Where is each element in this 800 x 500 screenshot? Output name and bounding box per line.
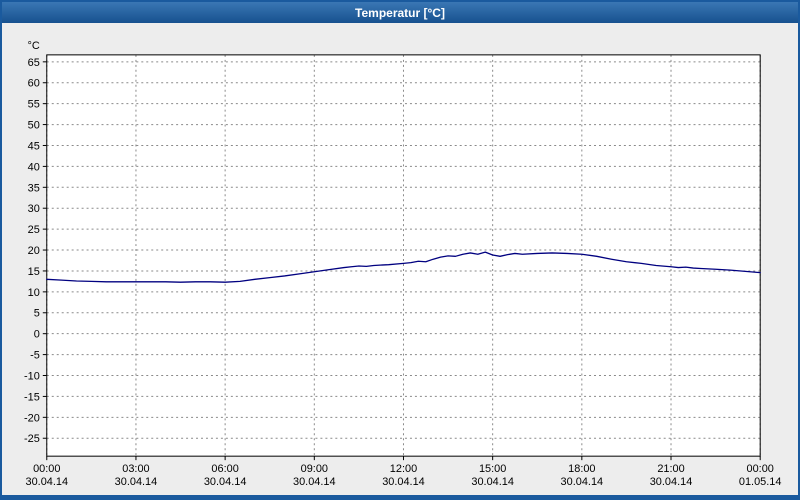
y-axis-unit-label: °C — [28, 40, 40, 52]
x-tick-date-label: 30.04.14 — [204, 476, 247, 488]
x-tick-date-label: 30.04.14 — [561, 476, 604, 488]
x-tick-date-label: 30.04.14 — [650, 476, 693, 488]
x-tick-time-label: 12:00 — [390, 463, 417, 475]
x-tick-date-label: 30.04.14 — [115, 476, 158, 488]
x-tick-time-label: 03:00 — [122, 463, 149, 475]
y-tick-label: 45 — [28, 140, 40, 152]
x-tick-time-label: 21:00 — [657, 463, 684, 475]
chart-area: 65 60 55 50 45 40 35 30 25 20 15 10 5 0 -5 -10 -15 -20 -25… — [2, 23, 798, 495]
y-tick-label: 55 — [28, 99, 40, 111]
x-tick-date-label: 30.04.14 — [293, 476, 336, 488]
x-tick-date-label: 01.05.14 — [739, 476, 782, 488]
y-tick-label: 30 — [28, 203, 40, 215]
temperature-line — [46, 251, 761, 283]
y-tick-label: 25 — [28, 224, 40, 236]
y-tick-label: 50 — [28, 120, 40, 132]
x-tick-time-label: 15:00 — [479, 463, 506, 475]
y-tick-label: 20 — [28, 245, 40, 257]
y-tick-label: -5 — [30, 350, 40, 362]
x-tick-date-label: 30.04.14 — [25, 476, 68, 488]
x-tick-time-label: 00:00 — [747, 463, 774, 475]
x-tick-date-label: 30.04.14 — [382, 476, 425, 488]
x-tick-time-label: 06:00 — [211, 463, 238, 475]
y-tick-label: 5 — [34, 308, 40, 320]
y-tick-label: 0 — [34, 329, 40, 341]
y-tick-label: 15 — [28, 266, 40, 278]
temperature-chart: 65605550454035302520151050-5-10-15-20-25… — [2, 23, 798, 495]
y-tick-label: -20 — [24, 412, 40, 424]
y-tick-label: 40 — [28, 161, 40, 173]
window-title: Temperatur [°C] — [355, 5, 445, 20]
y-tick-label: -25 — [24, 433, 40, 445]
window-titlebar: Temperatur [°C] — [2, 2, 798, 23]
y-tick-label: 65 — [28, 57, 40, 69]
y-tick-label: 10 — [28, 287, 40, 299]
x-tick-time-label: 18:00 — [568, 463, 595, 475]
y-tick-label: -10 — [24, 370, 40, 382]
y-tick-label: 35 — [28, 182, 40, 194]
y-tick-label: 60 — [28, 78, 40, 90]
x-tick-date-label: 30.04.14 — [471, 476, 514, 488]
plot-border — [46, 54, 761, 457]
x-tick-time-label: 00:00 — [33, 463, 60, 475]
y-tick-label: -15 — [24, 391, 40, 403]
x-tick-time-label: 09:00 — [301, 463, 328, 475]
